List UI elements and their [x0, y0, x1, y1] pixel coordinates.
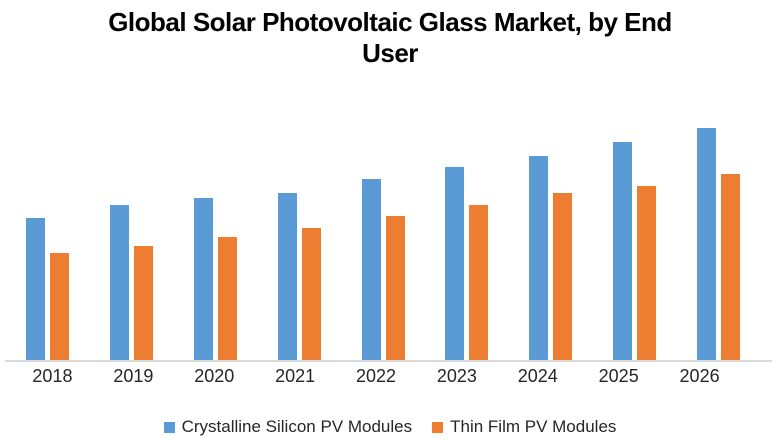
x-axis-line — [5, 360, 772, 363]
bar-thinfilm-2018 — [50, 253, 70, 361]
x-axis-label-2023: 2023 — [436, 366, 477, 387]
legend-swatch-thinfilm — [432, 421, 444, 433]
bar-crystalline-2024 — [529, 156, 549, 361]
bar-thinfilm-2026 — [720, 174, 740, 361]
bar-group-2020 — [174, 99, 258, 361]
bar-group-2021 — [257, 99, 341, 361]
bar-crystalline-2026 — [696, 128, 716, 361]
legend-label-thinfilm: Thin Film PV Modules — [450, 417, 617, 437]
x-axis-label-2024: 2024 — [517, 366, 558, 387]
legend-swatch-crystalline — [163, 421, 175, 433]
bar-thinfilm-2024 — [553, 193, 573, 361]
chart-title-line-2: User — [362, 38, 418, 69]
bar-group-2026 — [676, 99, 760, 361]
x-axis-label-2018: 2018 — [32, 366, 73, 387]
bar-crystalline-2025 — [612, 142, 632, 361]
bar-crystalline-2018 — [26, 218, 46, 361]
bar-group-2019 — [90, 99, 174, 361]
plot-area — [5, 99, 772, 363]
bar-thinfilm-2023 — [469, 205, 489, 361]
bar-crystalline-2019 — [110, 205, 130, 361]
chart-title-line-1: Global Solar Photovoltaic Glass Market, … — [108, 7, 672, 37]
bar-thinfilm-2020 — [217, 237, 237, 361]
legend-item-crystalline: Crystalline Silicon PV Modules — [163, 417, 413, 437]
bar-thinfilm-2025 — [636, 186, 656, 361]
x-axis-label-2019: 2019 — [113, 366, 154, 387]
bar-group-2018 — [6, 99, 90, 361]
bar-crystalline-2020 — [193, 198, 213, 361]
bar-crystalline-2022 — [361, 179, 381, 361]
x-axis-labels: 2018 2019 2020 2021 2022 2023 2024 2025 2026 — [12, 366, 740, 387]
bar-group-2024 — [509, 99, 593, 361]
x-axis-label-2021: 2021 — [275, 366, 316, 387]
bar-group-2025 — [592, 99, 676, 361]
bar-group-2023 — [425, 99, 509, 361]
x-axis-label-2026: 2026 — [679, 366, 720, 387]
plot-wrapper: 2018 2019 2020 2021 2022 2023 2024 2025 2026 — [5, 99, 772, 387]
bar-crystalline-2023 — [445, 167, 465, 361]
x-axis-label-2022: 2022 — [355, 366, 397, 387]
chart-title: Global Solar Photovoltaic Glass Market, … — [0, 0, 780, 69]
bar-thinfilm-2022 — [385, 216, 405, 361]
legend: Crystalline Silicon PV Modules Thin Film… — [0, 417, 780, 437]
bar-crystalline-2021 — [277, 193, 297, 361]
bar-thinfilm-2021 — [301, 228, 321, 361]
legend-label-crystalline: Crystalline Silicon PV Modules — [181, 417, 413, 437]
legend-item-thinfilm: Thin Film PV Modules — [432, 417, 616, 437]
x-axis-label-2025: 2025 — [598, 366, 639, 387]
bar-group-2022 — [341, 99, 425, 361]
x-axis-label-2020: 2020 — [194, 366, 235, 387]
bar-thinfilm-2019 — [134, 246, 154, 361]
